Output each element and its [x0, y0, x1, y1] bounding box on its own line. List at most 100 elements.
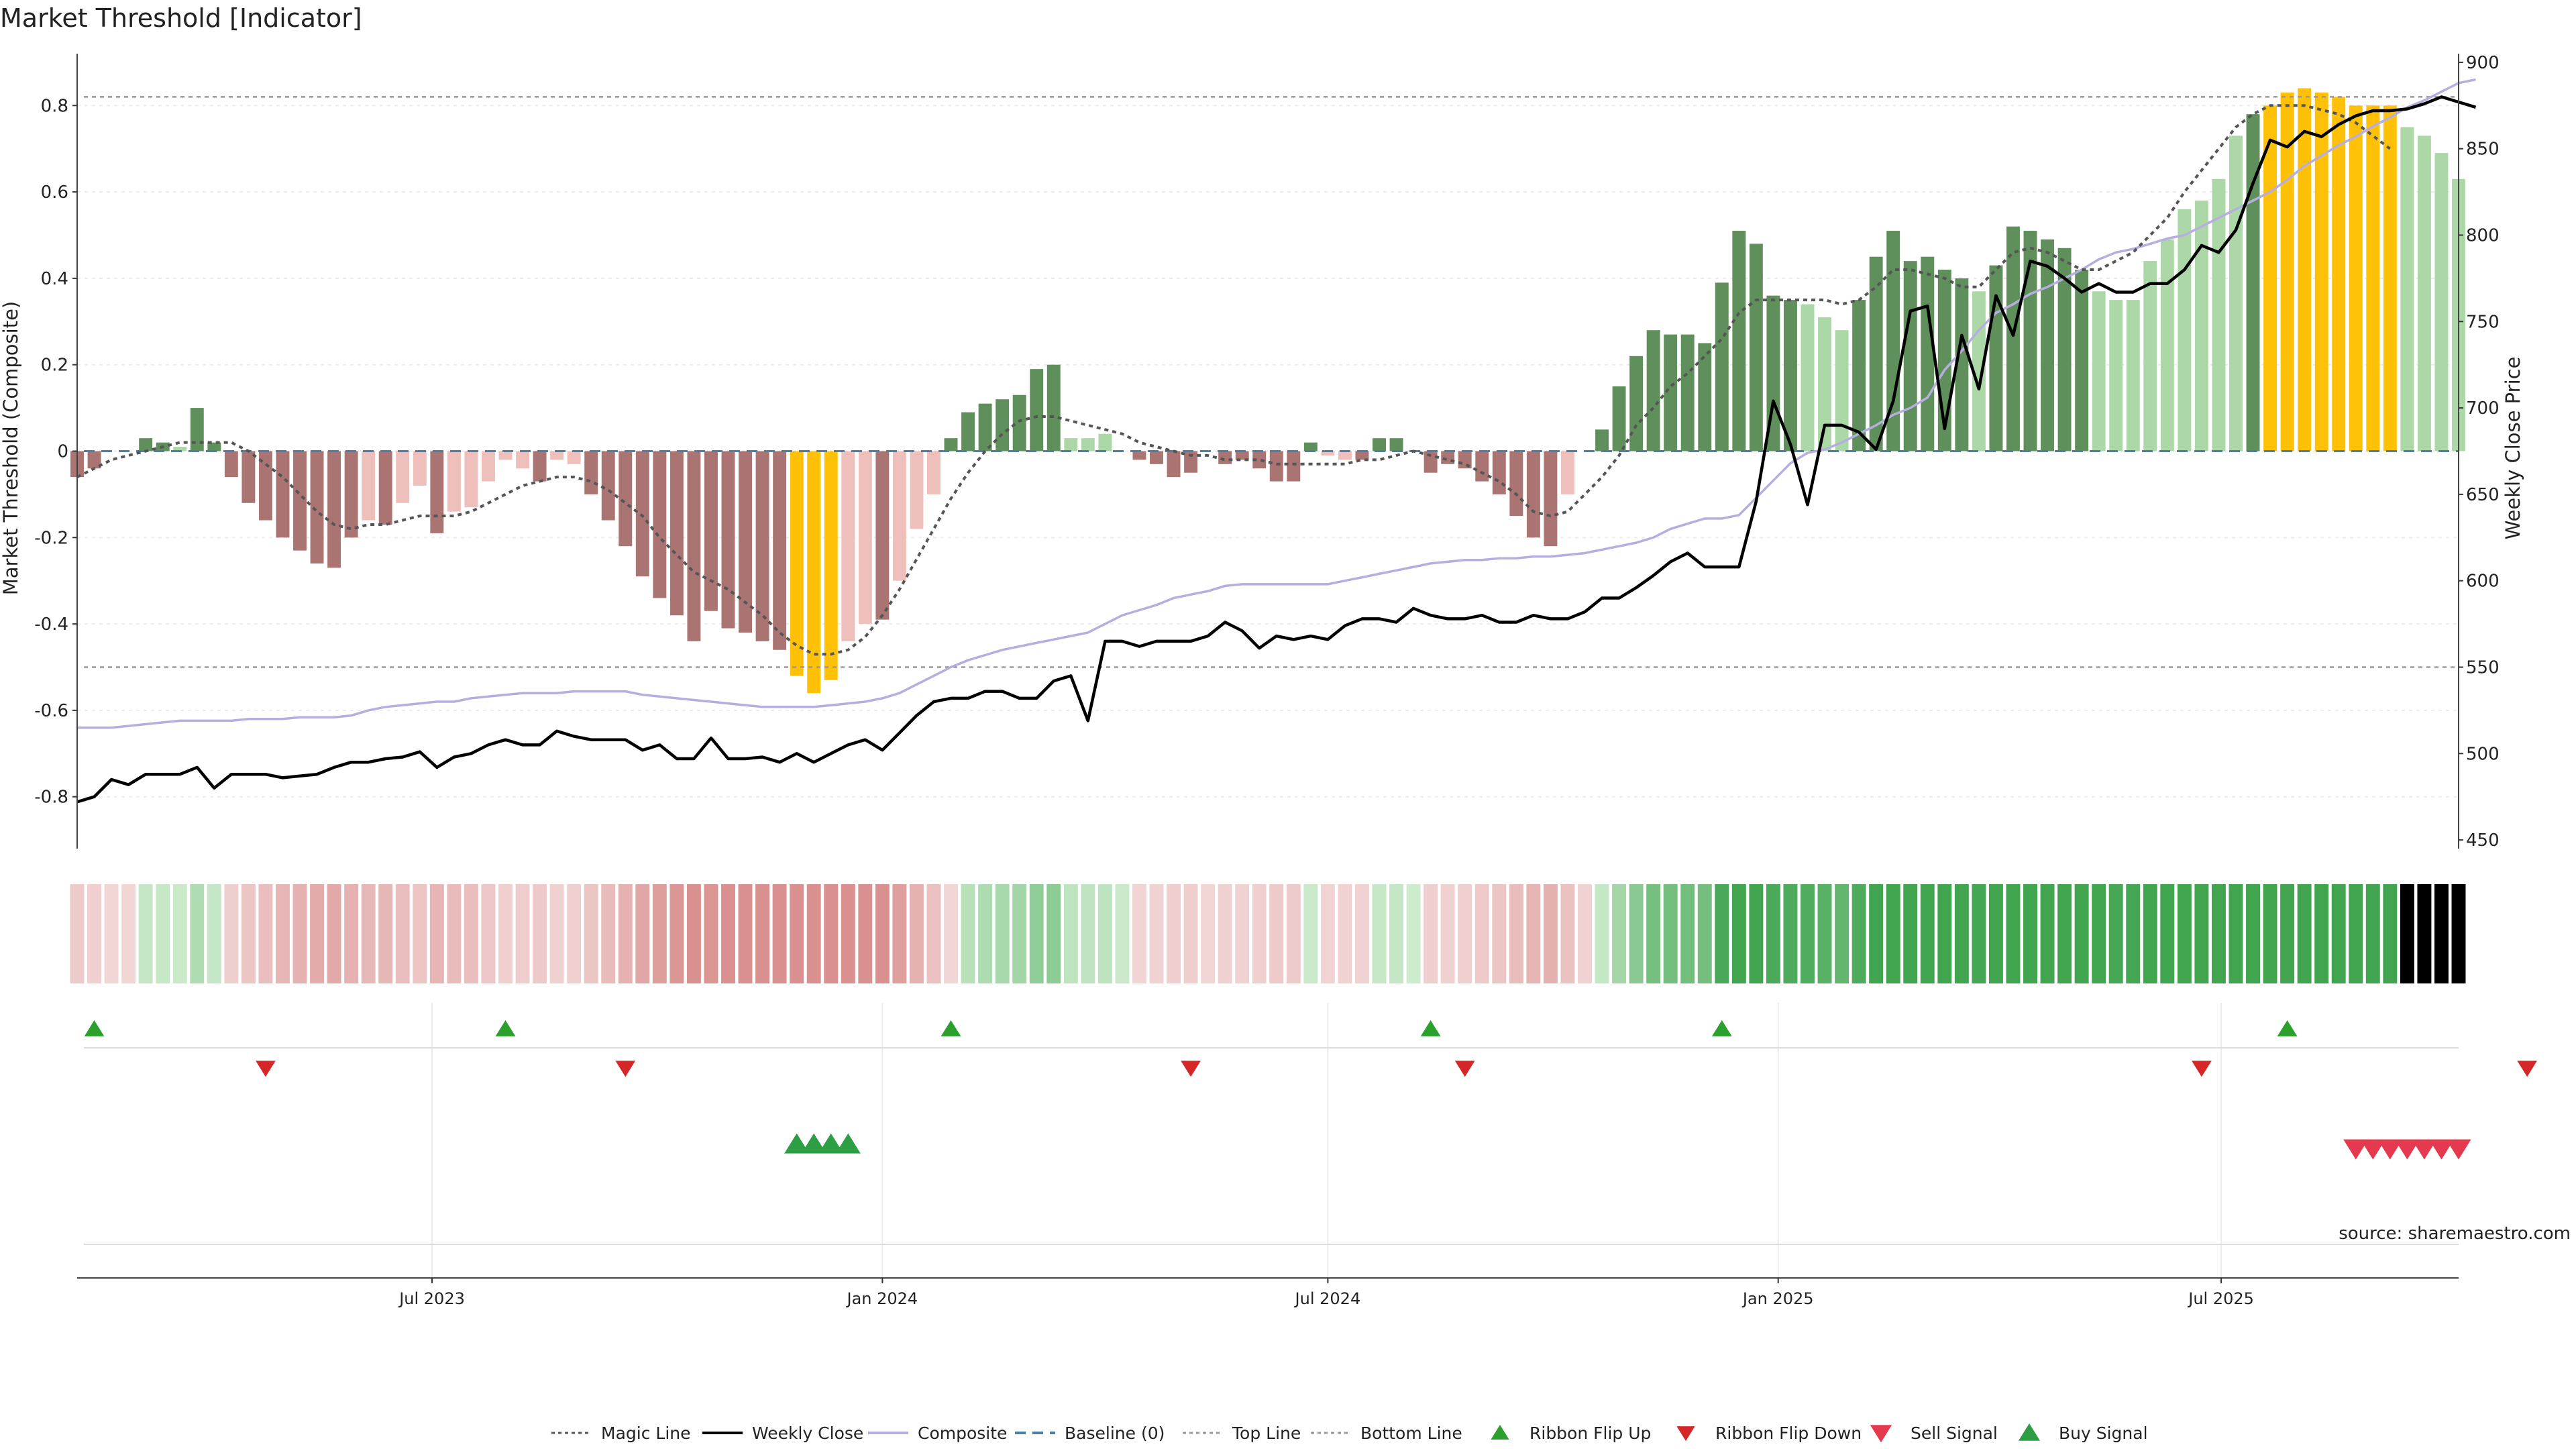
ribbon-cell-114: [2023, 884, 2037, 983]
composite-bar-60: [1098, 433, 1112, 451]
composite-bar-114: [2023, 231, 2037, 451]
y2-tick-label-1: 500: [2466, 744, 2500, 764]
composite-bar-50: [927, 451, 941, 494]
lines: [76, 78, 2477, 804]
ribbon-cell-59: [1081, 884, 1095, 983]
ribbon-cell-29: [567, 884, 582, 983]
ribbon-cell-14: [310, 884, 325, 983]
ribbon-cell-127: [2246, 884, 2260, 983]
composite-bar-18: [378, 451, 392, 525]
ribbon-cell-64: [1167, 884, 1181, 983]
composite-bar-20: [413, 451, 427, 486]
grid: [77, 105, 2459, 1278]
composite-bar-52: [961, 412, 975, 451]
composite-bar-38: [721, 451, 735, 629]
ribbon-cell-97: [1731, 884, 1746, 983]
ribbon-cell-48: [892, 884, 907, 983]
ribbon-cell-117: [2074, 884, 2089, 983]
composite-bar-45: [841, 451, 855, 641]
composite-bar-39: [739, 451, 753, 633]
composite-bar-53: [978, 403, 992, 451]
composite-bar-107: [1903, 261, 1917, 451]
y-tick-label-3: -0.2: [34, 528, 68, 548]
ribbon-cell-23: [464, 884, 478, 983]
composite-bar-75: [1355, 451, 1369, 460]
composite-bar-69: [1252, 451, 1267, 469]
ribbon-cell-71: [1286, 884, 1301, 983]
composite-bar-49: [910, 451, 924, 529]
composite-bar-6: [173, 447, 187, 451]
ribbon-cell-134: [2365, 884, 2380, 983]
composite-bar-43: [807, 451, 821, 694]
composite-bar-26: [516, 451, 529, 469]
ribbon-cell-74: [1338, 884, 1352, 983]
composite-bar-57: [1046, 364, 1061, 451]
ribbon-cell-51: [944, 884, 958, 983]
composite-bar-92: [1646, 330, 1660, 451]
ribbon-cell-122: [2160, 884, 2175, 983]
sell-signal-marker-6: [2446, 1139, 2471, 1160]
composite-bar-90: [1612, 386, 1626, 451]
ribbon-cell-104: [1851, 884, 1866, 983]
ribbon-cell-138: [2434, 884, 2449, 983]
composite-bar-128: [2263, 105, 2277, 451]
composite-bar-24: [481, 451, 495, 482]
composite-bar-4: [139, 438, 153, 451]
ribbon-cell-36: [686, 884, 701, 983]
composite-bar-111: [1972, 291, 1986, 451]
ribbon-cell-65: [1183, 884, 1198, 983]
ribbon-cell-86: [1543, 884, 1558, 983]
ribbon-cell-124: [2194, 884, 2209, 983]
y2-tick-label-8: 850: [2466, 140, 2500, 160]
composite-bar-104: [1852, 300, 1866, 451]
composite-bar-25: [498, 451, 513, 460]
composite-bar-17: [362, 451, 376, 521]
ribbon-cell-77: [1389, 884, 1404, 983]
ribbon-cell-61: [1115, 884, 1130, 983]
ribbon-cell-80: [1440, 884, 1455, 983]
y2-tick-label-9: 900: [2466, 53, 2500, 73]
ribbon-cell-108: [1920, 884, 1935, 983]
ribbon-cell-67: [1218, 884, 1232, 983]
ribbon-cell-41: [772, 884, 787, 983]
composite-bar-30: [584, 451, 598, 494]
composite-bar-120: [2126, 300, 2140, 451]
composite-bar-23: [464, 451, 478, 508]
ribbon-cell-139: [2451, 884, 2466, 983]
y-tick-label-5: 0.2: [41, 356, 68, 376]
ribbon-cell-103: [1835, 884, 1849, 983]
ribbon-cell-1: [87, 884, 102, 983]
composite-bar-33: [635, 451, 649, 577]
x-tick-label-2: Jul 2024: [1294, 1289, 1361, 1308]
ribbon-cell-46: [858, 884, 873, 983]
composite-bar-73: [1321, 451, 1335, 455]
buy-signal-marker-2: [818, 1133, 844, 1154]
ribbon-cell-32: [618, 884, 633, 983]
composite-bar-79: [1424, 451, 1438, 473]
ribbon-cell-91: [1629, 884, 1644, 983]
ribbon-cell-10: [241, 884, 256, 983]
y-tick-label-8: 0.8: [41, 96, 68, 116]
legend-label-4: Top Line: [1232, 1424, 1301, 1443]
ribbon-cell-107: [1903, 884, 1918, 983]
ribbon-cell-58: [1063, 884, 1078, 983]
ribbon-cell-111: [1972, 884, 1986, 983]
ribbon-cell-136: [2400, 884, 2414, 983]
ribbon-cell-76: [1372, 884, 1387, 983]
buy-signal-marker-1: [801, 1133, 826, 1154]
legend-symbol-6: [1491, 1424, 1509, 1440]
magic-line: [76, 104, 2392, 656]
composite-bar-101: [1801, 304, 1815, 451]
legend-symbol-7: [1676, 1426, 1695, 1442]
ribbon-cell-16: [344, 884, 359, 983]
composite-bar-63: [1150, 451, 1163, 464]
ribbon-cell-73: [1320, 884, 1335, 983]
ribbon-cell-22: [447, 884, 462, 983]
composite-bar-19: [396, 451, 410, 503]
y2-tick-label-5: 700: [2466, 398, 2500, 419]
ribbon-cell-121: [2143, 884, 2157, 983]
ribbon-cell-98: [1749, 884, 1764, 983]
composite-bar-32: [619, 451, 633, 547]
ribbon-cell-31: [601, 884, 616, 983]
